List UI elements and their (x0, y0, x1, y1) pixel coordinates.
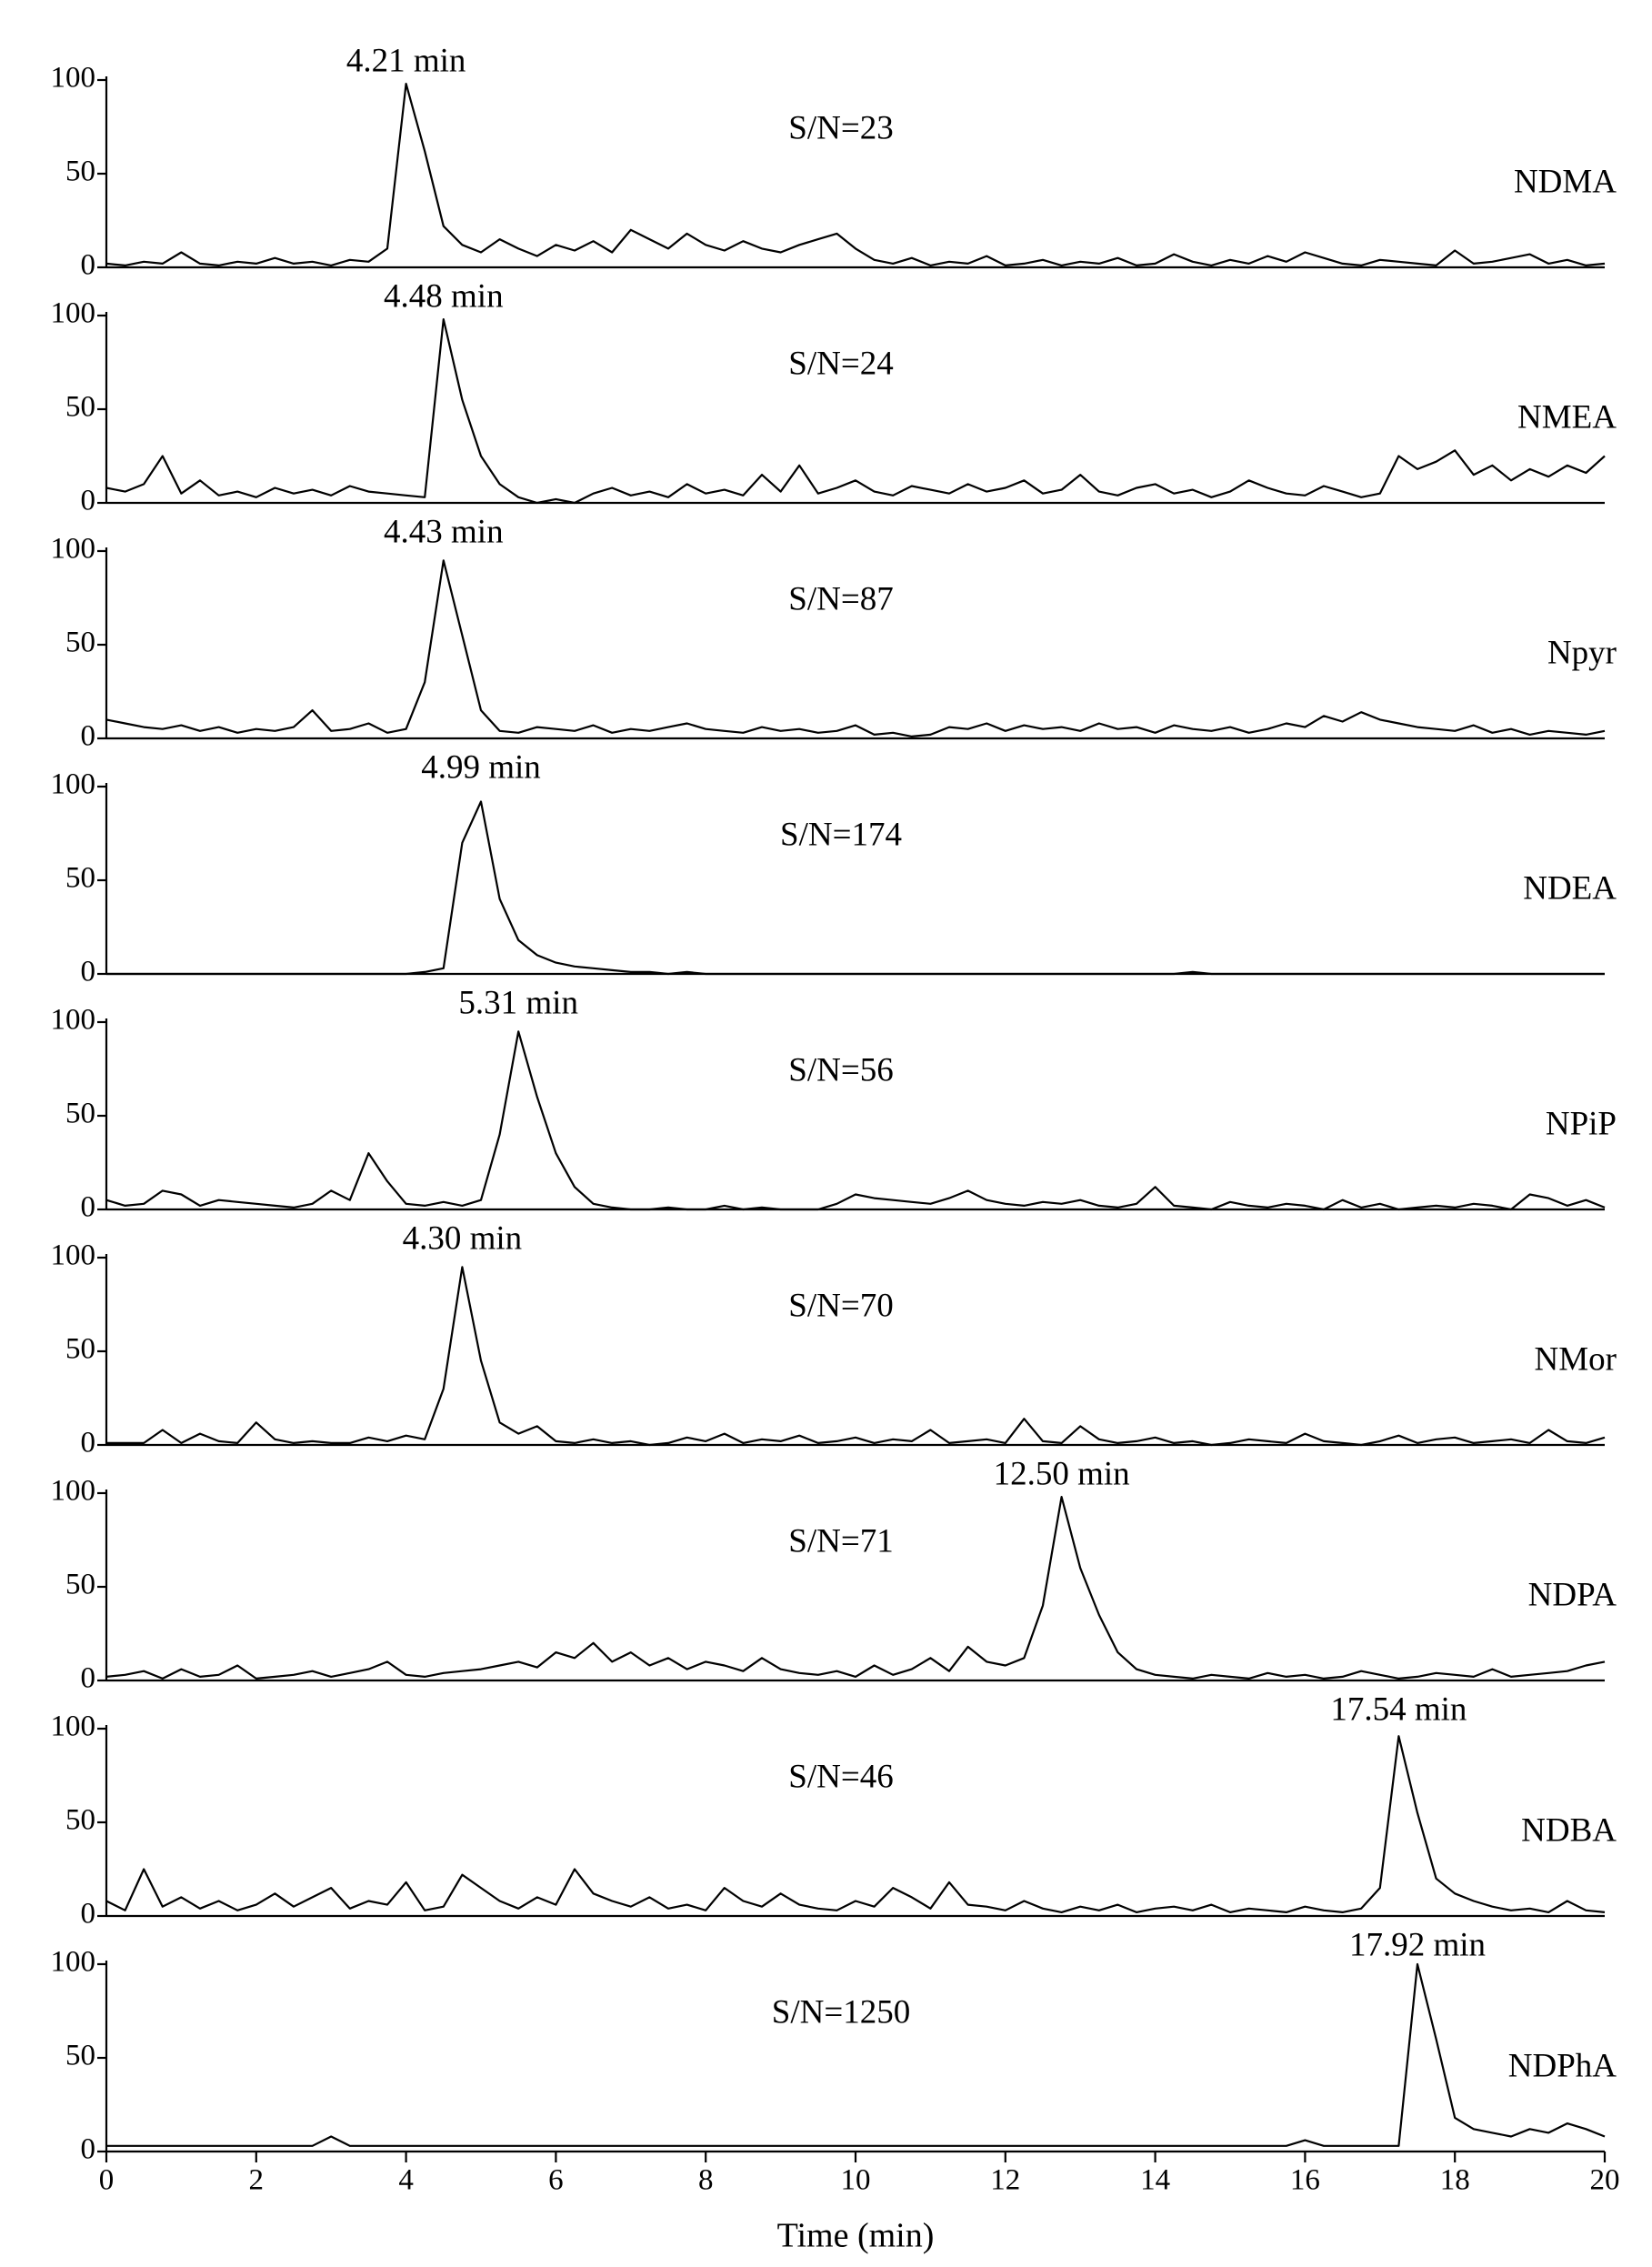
y-tick-label: 0 (81, 1898, 96, 1931)
peak-label: 17.92 min (1349, 1926, 1486, 1963)
compound-name: NDPA (1528, 1576, 1617, 1613)
y-tick-label: 0 (81, 720, 96, 753)
signal-to-noise: S/N=46 (788, 1758, 893, 1795)
trace (106, 1962, 1606, 2147)
y-tick-label: 50 (65, 1569, 95, 1601)
x-tick-label: 14 (1140, 2164, 1170, 2197)
y-tick-label: 0 (81, 956, 96, 988)
y-tick-label: 0 (81, 485, 96, 517)
x-tick-label: 18 (1440, 2164, 1470, 2197)
x-tick-label: 8 (698, 2164, 714, 2197)
trace (106, 1266, 1606, 1447)
y-tick-label: 50 (65, 627, 95, 659)
signal-to-noise: S/N=87 (788, 580, 893, 617)
peak-label: 4.21 min (346, 42, 466, 79)
x-tick-label: 20 (1590, 2164, 1620, 2197)
compound-name: NDPhA (1508, 2047, 1617, 2084)
signal-to-noise: S/N=70 (788, 1287, 893, 1324)
signal-to-noise: S/N=23 (788, 109, 893, 146)
peak-label: 12.50 min (994, 1455, 1130, 1492)
trace (105, 318, 1606, 505)
trace (105, 1030, 1606, 1211)
signal-to-noise: S/N=71 (788, 1522, 893, 1560)
trace (105, 1496, 1606, 1680)
y-tick-label: 50 (65, 391, 95, 424)
x-tick-label: 12 (990, 2164, 1020, 2197)
compound-name: NDMA (1514, 163, 1617, 200)
y-tick-label: 100 (51, 1946, 96, 1979)
signal-to-noise: S/N=24 (788, 345, 893, 382)
peak-label: 4.99 min (421, 748, 541, 786)
y-tick-label: 0 (81, 249, 96, 282)
y-tick-label: 50 (65, 862, 95, 895)
compound-name: NDEA (1523, 869, 1617, 907)
x-tick-label: 16 (1290, 2164, 1320, 2197)
y-tick-label: 0 (81, 2133, 96, 2166)
y-tick-label: 50 (65, 2040, 95, 2072)
compound-name: Npyr (1547, 634, 1617, 671)
y-tick-label: 100 (51, 1475, 96, 1508)
x-axis-title: Time (min) (777, 2217, 935, 2255)
x-tick-label: 0 (99, 2164, 115, 2197)
signal-to-noise: S/N=56 (788, 1051, 893, 1088)
y-tick-label: 0 (81, 1427, 96, 1460)
compound-name: NMEA (1517, 398, 1617, 436)
y-tick-label: 100 (51, 1004, 96, 1037)
y-tick-label: 50 (65, 1333, 95, 1366)
y-tick-label: 100 (51, 1710, 96, 1743)
x-tick-label: 6 (548, 2164, 564, 2197)
x-tick-label: 10 (841, 2164, 871, 2197)
y-tick-label: 100 (51, 62, 96, 95)
peak-label: 5.31 min (458, 984, 578, 1021)
compound-name: NMor (1535, 1340, 1617, 1378)
y-tick-label: 50 (65, 1804, 95, 1837)
y-tick-label: 100 (51, 297, 96, 330)
signal-to-noise: S/N=174 (780, 816, 902, 853)
trace (105, 83, 1606, 266)
y-tick-label: 100 (51, 533, 96, 566)
y-tick-label: 0 (81, 1662, 96, 1695)
peak-label: 4.30 min (403, 1219, 523, 1257)
peak-label: 4.43 min (384, 513, 504, 550)
y-tick-label: 0 (81, 1191, 96, 1224)
compound-name: NPiP (1546, 1105, 1617, 1142)
y-tick-label: 50 (65, 1098, 95, 1130)
peak-label: 4.48 min (384, 277, 504, 315)
y-tick-label: 50 (65, 155, 95, 188)
y-tick-label: 100 (51, 1239, 96, 1272)
y-tick-label: 100 (51, 768, 96, 801)
peak-label: 17.54 min (1330, 1690, 1467, 1728)
x-tick-label: 4 (398, 2164, 414, 2197)
trace (105, 1735, 1606, 1913)
trace (106, 800, 1605, 976)
trace (105, 559, 1606, 737)
signal-to-noise: S/N=1250 (772, 1993, 910, 2031)
compound-name: NDBA (1521, 1811, 1617, 1849)
x-tick-label: 2 (249, 2164, 265, 2197)
